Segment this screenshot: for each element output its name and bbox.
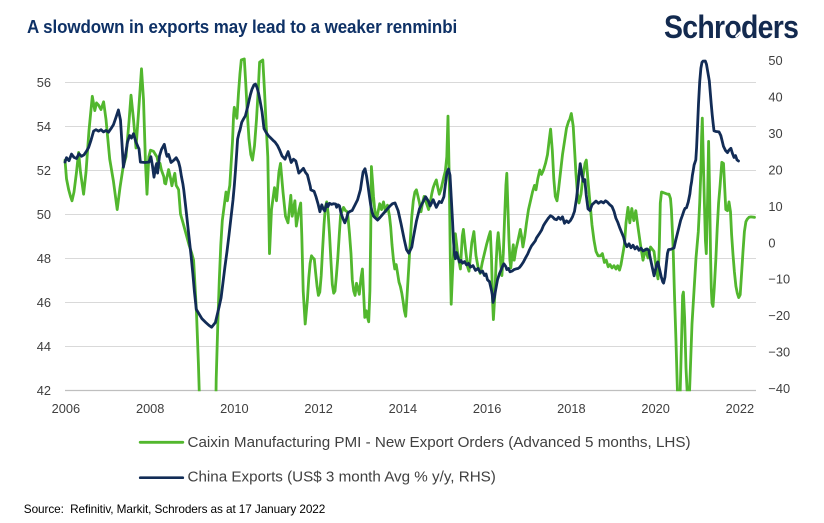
svg-text:2014: 2014 <box>389 401 417 416</box>
svg-text:50: 50 <box>37 207 51 222</box>
svg-text:54: 54 <box>37 119 51 134</box>
svg-text:−10: −10 <box>768 272 790 287</box>
svg-text:China Exports (US$ 3 month Avg: China Exports (US$ 3 month Avg % y/y, RH… <box>188 469 496 486</box>
svg-text:2006: 2006 <box>52 401 80 416</box>
svg-text:−40: −40 <box>768 381 790 396</box>
svg-text:2012: 2012 <box>304 401 332 416</box>
svg-text:40: 40 <box>768 90 782 105</box>
svg-text:42: 42 <box>37 383 51 398</box>
svg-text:46: 46 <box>37 295 51 310</box>
svg-text:30: 30 <box>768 126 782 141</box>
svg-text:20: 20 <box>768 162 782 177</box>
svg-text:2018: 2018 <box>557 401 585 416</box>
svg-text:48: 48 <box>37 251 51 266</box>
svg-text:Source: Refinitiv, Markit, Sc: Source: Refinitiv, Markit, Schroders as … <box>24 502 325 516</box>
svg-text:Caixin Manufacturing PMI - New: Caixin Manufacturing PMI - New Export Or… <box>188 434 691 451</box>
svg-text:56: 56 <box>37 75 51 90</box>
svg-text:2010: 2010 <box>220 401 248 416</box>
svg-text:10: 10 <box>768 199 782 214</box>
svg-text:−30: −30 <box>768 345 790 360</box>
svg-text:−20: −20 <box>768 308 790 323</box>
svg-text:0: 0 <box>768 235 775 250</box>
svg-text:52: 52 <box>37 163 51 178</box>
svg-text:2022: 2022 <box>726 401 754 416</box>
svg-text:44: 44 <box>37 339 51 354</box>
svg-text:2016: 2016 <box>473 401 501 416</box>
svg-text:2020: 2020 <box>641 401 669 416</box>
svg-text:50: 50 <box>768 53 782 68</box>
svg-text:2008: 2008 <box>136 401 164 416</box>
